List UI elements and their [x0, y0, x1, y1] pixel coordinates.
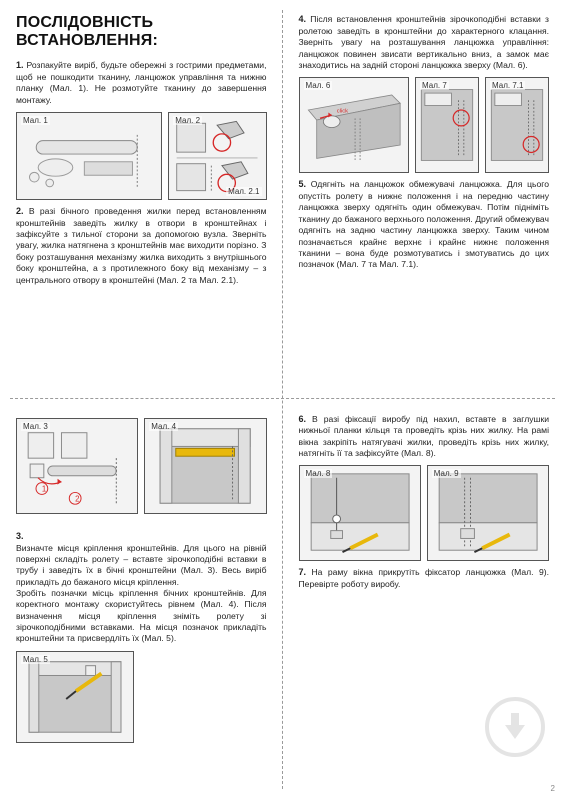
figure-7-1: Мал. 7.1: [485, 77, 549, 173]
step-3-num: 3.: [16, 531, 24, 541]
fig71-svg: [486, 78, 548, 172]
figure-6: Мал. 6 click: [299, 77, 410, 173]
figure-4: Мал. 4: [144, 418, 266, 514]
svg-text:2: 2: [75, 494, 79, 503]
fig-row-top-right: Мал. 6 click Мал. 7: [299, 77, 550, 173]
fig-5-caption: Мал. 5: [21, 655, 50, 664]
step-3-body: Визначте місця кріплення кронштейнів. Дл…: [16, 543, 267, 644]
step-2-text: 2. В разі бічного проведення жилки перед…: [16, 206, 267, 286]
step-2-num: 2.: [16, 206, 24, 216]
fig-row-bl1: Мал. 3 1 2 Мал. 4: [16, 418, 267, 514]
figure-2-group: Мал. 2 Мал. 2.1: [168, 112, 266, 200]
quadrant-top-left: ПОСЛІДОВНІСТЬ ВСТАНОВЛЕННЯ: 1. Розпакуйт…: [0, 0, 283, 400]
step-5-num: 5.: [299, 179, 307, 189]
fig4-svg: [145, 419, 265, 513]
page-number: 2: [551, 784, 555, 793]
step-7-body: На раму вікна прикрутіть фіксатор ланцюж…: [299, 567, 550, 589]
step-7-text: 7. На раму вікна прикрутіть фіксатор лан…: [299, 567, 550, 590]
svg-text:1: 1: [42, 484, 46, 493]
fig-8-caption: Мал. 8: [304, 469, 333, 478]
fig9-svg: [428, 466, 548, 560]
step-4-num: 4.: [299, 14, 307, 24]
horizontal-divider: [10, 398, 555, 399]
figure-9: Мал. 9: [427, 465, 549, 561]
step-4-body: Після встановлення кронштейнів зірочкопо…: [299, 14, 550, 70]
fig-9-caption: Мал. 9: [432, 469, 461, 478]
step-1-num: 1.: [16, 60, 24, 70]
step-2-body: В разі бічного проведення жилки перед вс…: [16, 206, 267, 285]
quadrant-bottom-right: 6. В разі фіксації виробу під нахил, вст…: [283, 400, 565, 799]
fig8-svg: [300, 466, 420, 560]
fig-2-caption: Мал. 2: [173, 116, 202, 125]
step-5-body: Одягніть на ланцюжок обмежувачі ланцюжка…: [299, 179, 550, 269]
figure-1: Мал. 1: [16, 112, 162, 200]
fig-4-caption: Мал. 4: [149, 422, 178, 431]
fig-21-caption: Мал. 2.1: [226, 187, 261, 196]
figure-7: Мал. 7: [415, 77, 479, 173]
step-6-body: В разі фіксації виробу під нахил, вставт…: [299, 414, 550, 459]
fig-71-caption: Мал. 7.1: [490, 81, 525, 90]
step-1-body: Розпакуйте виріб, будьте обережні з гост…: [16, 60, 267, 105]
fig3-svg: 1 2: [17, 419, 137, 513]
figure-8: Мал. 8: [299, 465, 421, 561]
page-title: ПОСЛІДОВНІСТЬ ВСТАНОВЛЕННЯ:: [16, 14, 267, 50]
fig-row-bl2: Мал. 5: [16, 651, 267, 743]
watermark-icon: [483, 695, 547, 759]
fig5-svg: [17, 652, 133, 742]
fig-1-caption: Мал. 1: [21, 116, 50, 125]
step-5-text: 5. Одягніть на ланцюжок обмежувачі ланцю…: [299, 179, 550, 270]
fig-6-caption: Мал. 6: [304, 81, 333, 90]
step-3-text: 3. Визначте місця кріплення кронштейнів.…: [16, 520, 267, 645]
fig5-spacer: [140, 651, 267, 743]
fig6-svg: click: [300, 78, 409, 172]
fig-7-caption: Мал. 7: [420, 81, 449, 90]
click-label: click: [336, 109, 347, 115]
fig-row-1: Мал. 1 Мал. 2 Мал. 2.1: [16, 112, 267, 200]
figure-5: Мал. 5: [16, 651, 134, 743]
step-6-num: 6.: [299, 414, 307, 424]
fig1-svg: [17, 113, 161, 199]
quadrant-bottom-left: Мал. 3 1 2 Мал. 4: [0, 400, 283, 799]
fig-row-br: Мал. 8 Мал. 9: [299, 465, 550, 561]
step-4-text: 4. Після встановлення кронштейнів зірочк…: [299, 14, 550, 71]
step-1-text: 1. Розпакуйте виріб, будьте обережні з г…: [16, 60, 267, 106]
fig-3-caption: Мал. 3: [21, 422, 50, 431]
step-7-num: 7.: [299, 567, 307, 577]
vertical-divider: [282, 10, 283, 789]
step-6-text: 6. В разі фіксації виробу під нахил, вст…: [299, 414, 550, 460]
figure-3: Мал. 3 1 2: [16, 418, 138, 514]
instruction-page: ПОСЛІДОВНІСТЬ ВСТАНОВЛЕННЯ: 1. Розпакуйт…: [0, 0, 565, 799]
fig7-svg: [416, 78, 478, 172]
quadrant-top-right: 4. Після встановлення кронштейнів зірочк…: [283, 0, 565, 400]
